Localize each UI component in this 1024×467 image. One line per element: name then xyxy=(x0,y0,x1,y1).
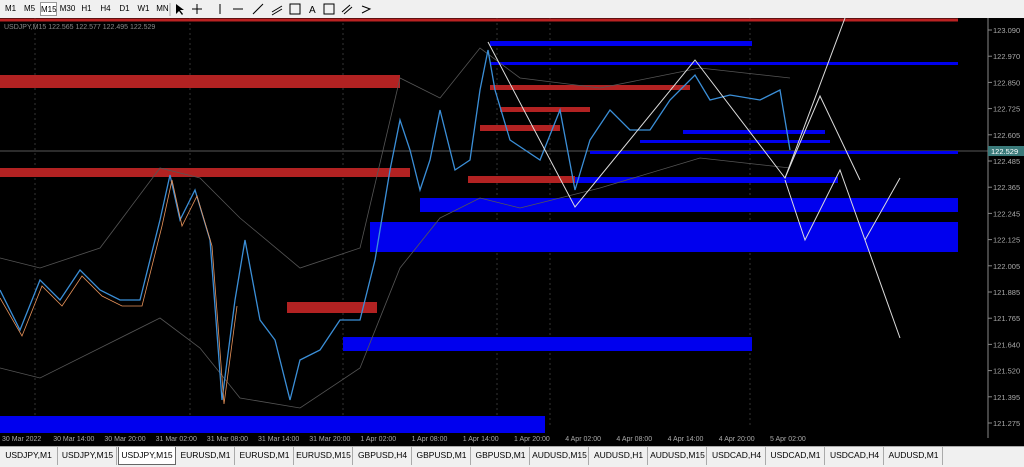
supply-zones xyxy=(0,75,690,313)
chart-tab[interactable]: AUDUSD,H1 xyxy=(590,447,648,465)
time-label: 1 Apr 20:00 xyxy=(514,436,550,443)
chart-tab[interactable]: GBPUSD,M1 xyxy=(472,447,530,465)
chart-tab[interactable]: AUDUSD,M1 xyxy=(885,447,943,465)
price-label: 121.640 xyxy=(993,340,1020,349)
timeframe-button[interactable]: M1 xyxy=(4,4,17,13)
price-line xyxy=(0,49,791,401)
chart-tab[interactable]: EURUSD,M15 xyxy=(295,447,353,465)
toolbar: A M1 M5 M15 M30 H1 H4 D1 W1 MN xyxy=(0,0,1024,19)
timeframe-button[interactable]: M15 xyxy=(40,2,57,16)
chart-tab[interactable]: USDCAD,H4 xyxy=(826,447,884,465)
price-label: 122.970 xyxy=(993,52,1020,61)
time-label: 1 Apr 02:00 xyxy=(360,436,396,443)
chart-tab[interactable]: AUDUSD,M15 xyxy=(531,447,589,465)
price-label: 121.885 xyxy=(993,288,1020,297)
timeframe-button[interactable]: M5 xyxy=(23,4,36,13)
chart-tab[interactable]: USDCAD,H4 xyxy=(708,447,766,465)
chart-tab[interactable]: GBPUSD,M1 xyxy=(413,447,471,465)
time-label: 30 Mar 20:00 xyxy=(104,436,145,443)
time-label: 31 Mar 14:00 xyxy=(258,436,299,443)
price-label: 122.605 xyxy=(993,131,1020,140)
toolbar-icons: A xyxy=(169,3,372,16)
timeframe-button[interactable]: D1 xyxy=(119,4,130,13)
time-label: 4 Apr 08:00 xyxy=(616,436,652,443)
price-label: 121.395 xyxy=(993,393,1020,402)
text-tool[interactable]: A xyxy=(309,5,316,16)
timeframe-button[interactable]: W1 xyxy=(137,4,150,13)
tab-bar: USDJPY,M1 USDJPY,M15 USDJPY,M15 EURUSD,M1 EU… xyxy=(0,446,1024,467)
time-label: 30 Mar 2022 xyxy=(2,436,41,443)
price-label: 122.850 xyxy=(993,78,1020,87)
chart-tab[interactable]: AUDUSD,M15 xyxy=(649,447,707,465)
zigzag xyxy=(487,18,901,339)
time-label: 4 Apr 20:00 xyxy=(719,436,755,443)
time-label: 1 Apr 08:00 xyxy=(412,436,448,443)
price-label: 122.245 xyxy=(993,209,1020,218)
price-axis: 123.090 122.970 122.850 122.725 122.605 122.4… xyxy=(988,26,1020,428)
chart-tab[interactable]: EURUSD,M1 xyxy=(236,447,294,465)
chart-tab[interactable]: USDJPY,M15 xyxy=(59,447,117,465)
timeframe-button[interactable]: M30 xyxy=(59,4,76,13)
price-label: 121.520 xyxy=(993,367,1020,376)
timeframe-button[interactable]: H4 xyxy=(100,4,111,13)
time-label: 31 Mar 02:00 xyxy=(156,436,197,443)
chart: USDJPY,M15 122.565 122.577 122.495 122.5… xyxy=(0,18,1024,446)
time-label: 5 Apr 02:00 xyxy=(770,436,806,443)
time-label: 4 Apr 14:00 xyxy=(668,436,704,443)
price-label: 123.090 xyxy=(993,26,1020,35)
time-label: 31 Mar 20:00 xyxy=(309,436,350,443)
price-line-down xyxy=(0,179,238,405)
time-axis: 30 Mar 2022 30 Mar 14:00 30 Mar 20:00 31 Ma… xyxy=(2,436,806,443)
price-label: 122.005 xyxy=(993,262,1020,271)
timeframe-button[interactable]: H1 xyxy=(81,4,92,13)
price-label: 122.125 xyxy=(993,236,1020,245)
chart-tab[interactable]: GBPUSD,H4 xyxy=(354,447,412,465)
bands xyxy=(0,47,791,409)
time-label: 31 Mar 08:00 xyxy=(207,436,248,443)
chart-tab[interactable]: USDJPY,M1 xyxy=(0,447,58,465)
price-label: 121.765 xyxy=(993,314,1020,323)
time-label: 4 Apr 02:00 xyxy=(565,436,601,443)
timeframe-button[interactable]: MN xyxy=(156,4,169,13)
time-label: 1 Apr 14:00 xyxy=(463,436,499,443)
chart-tab[interactable]: USDJPY,M15 xyxy=(118,447,176,465)
current-price: 122.529 xyxy=(991,147,1018,156)
chart-header: USDJPY,M15 122.565 122.577 122.495 122.5… xyxy=(4,24,155,31)
price-label: 122.365 xyxy=(993,183,1020,192)
demand-zones xyxy=(0,41,958,433)
time-label: 30 Mar 14:00 xyxy=(53,436,94,443)
chart-tab[interactable]: EURUSD,M1 xyxy=(177,447,235,465)
chart-tab[interactable]: USDCAD,M1 xyxy=(767,447,825,465)
price-label: 122.485 xyxy=(993,157,1020,166)
price-label: 122.725 xyxy=(993,105,1020,114)
price-label: 121.275 xyxy=(993,419,1020,428)
